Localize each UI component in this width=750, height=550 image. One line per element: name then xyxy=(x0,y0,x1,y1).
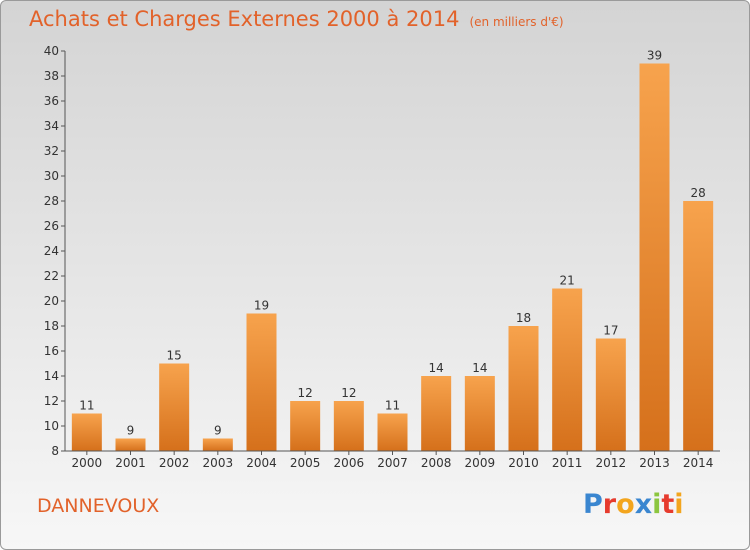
data-label-2014: 28 xyxy=(691,186,706,200)
data-label-2009: 14 xyxy=(472,361,487,375)
chart-subtitle: (en milliers d'€) xyxy=(469,15,564,29)
data-label-2007: 11 xyxy=(385,399,400,413)
bar-2009 xyxy=(464,376,495,451)
y-tick-label: 14 xyxy=(44,369,59,383)
x-tick-label-2010: 2010 xyxy=(508,456,539,470)
data-label-2002: 15 xyxy=(167,349,182,363)
y-tick-label: 28 xyxy=(44,194,59,208)
x-tick-label-2006: 2006 xyxy=(334,456,365,470)
bar-2008 xyxy=(421,376,452,451)
y-tick-label: 18 xyxy=(44,319,59,333)
x-tick-label-2012: 2012 xyxy=(596,456,627,470)
y-tick-label: 34 xyxy=(44,119,59,133)
x-tick-label-2007: 2007 xyxy=(377,456,408,470)
y-tick-label: 20 xyxy=(44,294,59,308)
y-tick-label: 40 xyxy=(44,44,59,58)
bar-2005 xyxy=(290,401,321,451)
bar-2000 xyxy=(71,413,102,451)
x-axis: 2000 2001 2002 2003 2004 2005 2006 2007 2008 2009… xyxy=(65,450,720,470)
data-label-2011: 21 xyxy=(560,274,575,288)
y-axis: 8 10 12 14 16 18 20 22 24 26 28 30 32 34 36 38 40 xyxy=(44,44,66,458)
y-tick-label: 10 xyxy=(44,419,59,433)
data-label-2012: 17 xyxy=(603,324,618,338)
data-label-2000: 11 xyxy=(79,399,94,413)
y-tick-label: 8 xyxy=(51,444,59,458)
chart-title-text: Achats et Charges Externes 2000 à 2014 xyxy=(29,7,460,31)
bar-2014 xyxy=(683,201,714,451)
y-tick-label: 32 xyxy=(44,144,59,158)
proxiti-logo: Proxiti xyxy=(583,489,684,520)
x-tick-label-2014: 2014 xyxy=(683,456,714,470)
data-label-2008: 14 xyxy=(429,361,444,375)
y-tick-label: 12 xyxy=(44,394,59,408)
logo-letter: r xyxy=(602,489,617,520)
bar-2006 xyxy=(333,401,364,451)
y-tick-label: 36 xyxy=(44,94,59,108)
bar-2001 xyxy=(115,438,146,451)
y-tick-label: 30 xyxy=(44,169,59,183)
x-tick-label-2009: 2009 xyxy=(465,456,496,470)
x-tick-label-2013: 2013 xyxy=(639,456,670,470)
x-tick-label-2004: 2004 xyxy=(246,456,277,470)
data-label-2005: 12 xyxy=(298,386,313,400)
chart-title: Achats et Charges Externes 2000 à 2014 (e… xyxy=(29,7,564,31)
bar-2004 xyxy=(246,313,277,451)
data-label-2003: 9 xyxy=(214,424,222,438)
bar-2011 xyxy=(552,288,583,451)
x-tick-label-2003: 2003 xyxy=(203,456,234,470)
bar-2007 xyxy=(377,413,408,451)
bar-2003 xyxy=(202,438,233,451)
commune-name: DANNEVOUX xyxy=(37,495,160,517)
x-tick-label-2000: 2000 xyxy=(72,456,103,470)
y-tick-label: 24 xyxy=(44,244,59,258)
y-tick-label: 22 xyxy=(44,269,59,283)
y-tick-label: 38 xyxy=(44,69,59,83)
x-tick-label-2011: 2011 xyxy=(552,456,583,470)
data-label-2004: 19 xyxy=(254,299,269,313)
x-tick-label-2005: 2005 xyxy=(290,456,321,470)
data-label-2013: 39 xyxy=(647,49,662,63)
bar-2002 xyxy=(159,363,190,451)
logo-letter: P xyxy=(583,489,603,520)
logo-letter: i xyxy=(674,489,684,520)
y-tick-label: 26 xyxy=(44,219,59,233)
x-tick-label-2002: 2002 xyxy=(159,456,190,470)
bar-2013 xyxy=(639,63,670,451)
bar-2010 xyxy=(508,326,539,451)
logo-letter: i xyxy=(652,489,662,520)
logo-letter: t xyxy=(661,489,675,520)
bar-2012 xyxy=(595,338,626,451)
x-tick-label-2008: 2008 xyxy=(421,456,452,470)
x-tick-label-2001: 2001 xyxy=(115,456,146,470)
data-label-2006: 12 xyxy=(341,386,356,400)
bars-group: 11 9 15 9 19 12 12 11 14 14 18 21 17 39 28 xyxy=(71,49,714,451)
data-label-2001: 9 xyxy=(127,424,135,438)
data-label-2010: 18 xyxy=(516,311,531,325)
y-tick-label: 16 xyxy=(44,344,59,358)
logo-letter: o xyxy=(616,489,635,520)
logo-letter: x xyxy=(634,489,653,520)
